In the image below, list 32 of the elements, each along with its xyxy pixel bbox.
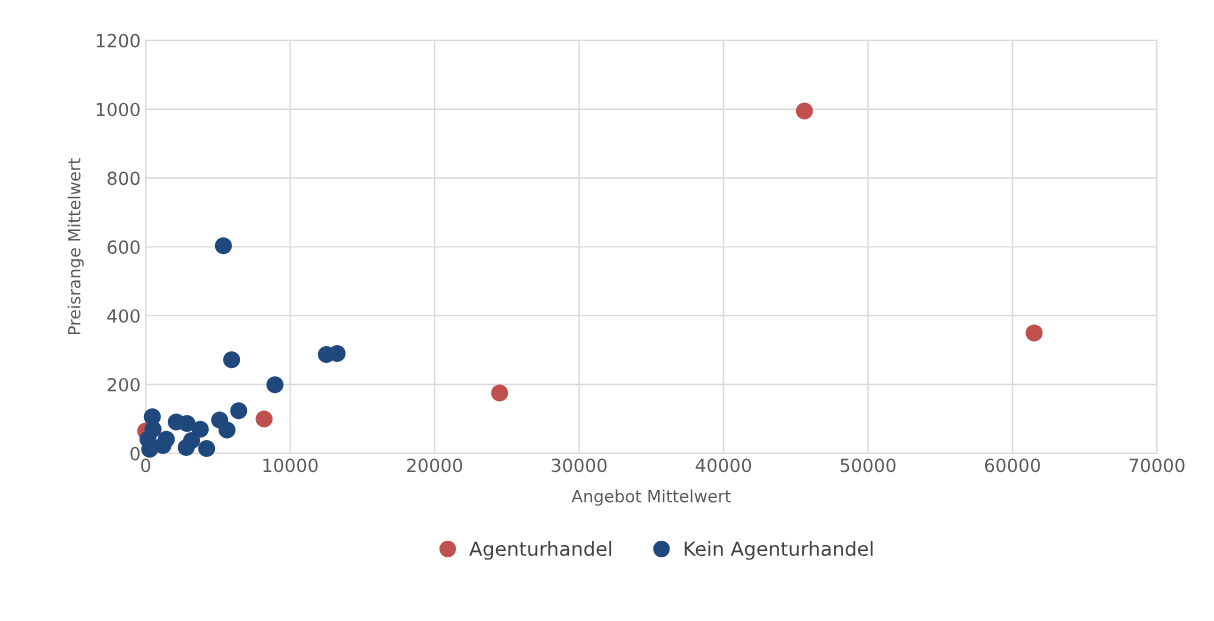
x-axis-title: Angebot Mittelwert [571,489,731,506]
y-tick-label: 600 [107,240,140,254]
point [214,237,232,255]
y-tick-label: 800 [107,171,140,186]
point [255,410,273,428]
point [230,402,248,420]
point [218,421,236,439]
x-tick-label: 30000 [551,458,607,473]
point [491,384,509,402]
point [167,413,185,431]
y-tick-label: 400 [107,309,140,323]
x-tick-label: 20000 [407,458,463,473]
point [177,438,195,456]
y-tick-label: 0 [130,446,140,461]
legend-label: Agenturhandel [469,541,612,560]
point [795,102,813,120]
x-tick-label: 40000 [695,458,752,473]
point [266,376,284,394]
x-tick-label: 60000 [985,458,1040,473]
point [223,351,241,369]
y-tick-label: 1200 [96,33,140,48]
y-tick-label: 200 [107,377,140,392]
y-axis-title: Preisrange Mittelwert [67,158,84,335]
x-tick-label: 0 [141,458,151,473]
legend-label: Kein Agenturhandel [684,541,873,560]
point [139,430,157,448]
x-tick-label: 10000 [263,458,318,473]
x-tick-label: 50000 [840,458,896,473]
point [1025,324,1043,342]
x-tick-label: 70000 [1129,458,1185,473]
y-tick-label: 1000 [96,102,140,117]
point [198,440,216,458]
